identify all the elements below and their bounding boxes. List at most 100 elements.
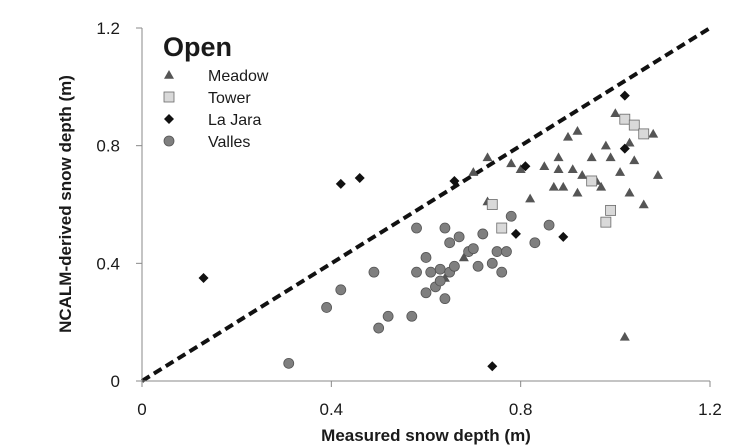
tower-point: [619, 113, 631, 125]
meadow-point: [596, 181, 607, 191]
valles-point: [382, 310, 394, 322]
legend-marker-tower: [163, 91, 175, 103]
series-meadow: [439, 108, 663, 341]
meadow-point: [586, 152, 597, 162]
valles-point: [420, 287, 432, 299]
series-la-jara: [198, 90, 630, 372]
valles-point: [501, 246, 512, 257]
meadow-point: [506, 158, 517, 168]
valles-point: [411, 266, 422, 278]
x-axis-title: Measured snow depth (m): [321, 426, 531, 445]
valles-point: [434, 275, 446, 287]
meadow-point: [525, 193, 536, 203]
valles-point: [491, 246, 503, 257]
la-jara-point: [510, 228, 521, 239]
valles-point: [439, 222, 451, 234]
valles-point: [467, 243, 479, 255]
valles-point: [453, 231, 465, 243]
x-tick-label: 0.8: [509, 400, 533, 419]
meadow-point: [605, 152, 616, 162]
y-axis-title: NCALM-derived snow depth (m): [56, 75, 75, 333]
meadow-point: [482, 152, 493, 162]
meadow-point: [624, 137, 635, 147]
la-jara-point: [619, 90, 630, 101]
legend-label-tower: Tower: [208, 90, 251, 107]
legend-marker-la-jara: [164, 114, 174, 124]
y-tick-label: 0: [111, 372, 120, 391]
valles-point: [368, 266, 380, 278]
valles-point: [448, 260, 460, 272]
meadow-point: [577, 170, 588, 179]
valles-point: [505, 210, 517, 222]
tower-point: [628, 119, 640, 131]
la-jara-point: [520, 161, 531, 172]
valles-point: [472, 260, 484, 272]
meadow-point: [553, 164, 564, 173]
tower-point: [486, 199, 498, 210]
meadow-point: [629, 155, 640, 165]
x-tick-label: 0: [137, 400, 146, 419]
legend-label-meadow: Meadow: [208, 68, 269, 85]
series-valles: [283, 210, 555, 369]
meadow-point: [600, 140, 611, 150]
meadow-point: [468, 167, 479, 176]
tower-point: [600, 216, 612, 228]
tower-point: [638, 128, 650, 140]
meadow-point: [548, 181, 559, 191]
x-tick-label: 0.4: [320, 400, 344, 419]
series-tower: [486, 113, 650, 234]
valles-point: [496, 266, 508, 278]
la-jara-point: [619, 143, 630, 154]
tower-point: [496, 222, 508, 234]
valles-point: [543, 219, 555, 231]
valles-point: [477, 228, 489, 240]
meadow-point: [624, 187, 635, 197]
meadow-point: [572, 187, 583, 197]
valles-point: [335, 284, 347, 296]
meadow-point: [648, 128, 659, 138]
legend-label-la-jara: La Jara: [208, 112, 261, 129]
la-jara-point: [558, 231, 569, 242]
meadow-point: [539, 161, 550, 171]
meadow-point: [563, 131, 573, 141]
meadow-point: [652, 170, 663, 179]
tower-point: [605, 204, 616, 216]
meadow-point: [458, 252, 469, 262]
y-tick-label: 0.4: [96, 254, 120, 273]
valles-point: [283, 357, 295, 369]
meadow-point: [553, 152, 564, 162]
y-tick-label: 0.8: [96, 137, 120, 156]
valles-point: [425, 266, 437, 278]
valles-point: [434, 263, 446, 275]
legend-label-valles: Valles: [208, 134, 250, 151]
meadow-point: [615, 167, 626, 176]
axes: [141, 28, 710, 382]
la-jara-point: [354, 173, 365, 184]
la-jara-point: [198, 273, 209, 284]
meadow-point: [558, 181, 569, 191]
valles-point: [439, 293, 451, 305]
valles-point: [444, 237, 456, 249]
panel-title: Open: [163, 32, 232, 62]
x-tick-label: 1.2: [698, 400, 722, 419]
meadow-point: [572, 125, 583, 135]
meadow-point: [567, 164, 578, 173]
valles-point: [321, 302, 333, 313]
valles-point: [406, 310, 418, 322]
meadow-point: [515, 164, 526, 173]
valles-point: [529, 237, 541, 249]
valles-point: [420, 252, 432, 263]
meadow-point: [610, 108, 621, 118]
legend: Meadow Tower La Jara Valles: [163, 68, 269, 151]
valles-point: [373, 322, 385, 334]
meadow-point: [638, 199, 649, 209]
y-tick-label: 1.2: [96, 19, 120, 38]
valles-point: [486, 257, 498, 269]
la-jara-point: [487, 361, 498, 372]
la-jara-point: [449, 175, 460, 186]
meadow-point: [619, 331, 630, 341]
legend-marker-valles: [163, 135, 175, 147]
tower-point: [586, 175, 598, 187]
la-jara-point: [335, 178, 346, 189]
